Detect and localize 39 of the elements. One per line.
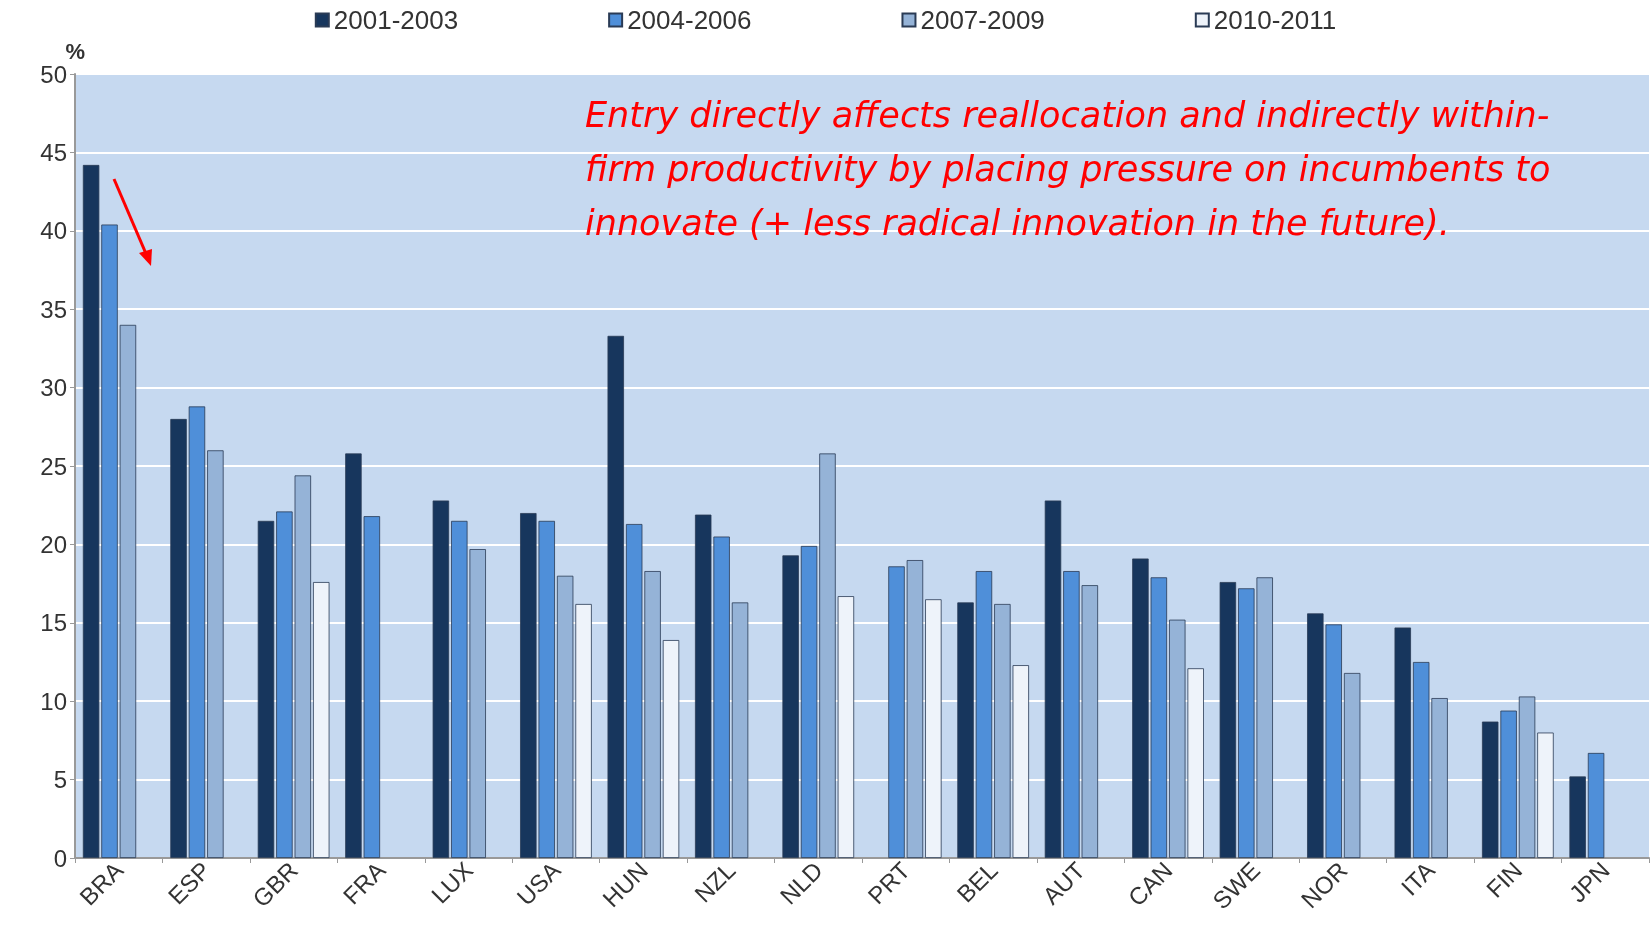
x-tick-label: FIN [1480,856,1528,903]
bar [1343,672,1361,858]
legend-label: 2004-2006 [627,5,752,35]
x-tick-label: BEL [951,856,1003,908]
y-tick-label: 15 [40,609,67,637]
bar [1569,776,1586,858]
x-tick-label: USA [511,856,566,911]
bar [731,602,749,858]
y-tick-label: 35 [40,295,67,323]
legend-label: 2010-2011 [1213,5,1337,35]
x-tick-label: JPN [1563,856,1615,908]
bar [207,450,224,858]
bar [432,500,450,858]
legend-label: 2001-2003 [333,5,459,35]
x-tick-label: FRA [337,856,391,910]
bar [782,555,799,858]
x-tick-label: NZL [689,856,741,908]
bar [925,599,942,858]
bar [1219,582,1237,858]
bar [313,582,330,858]
bar [1044,500,1062,858]
x-tick-label: ITA [1395,856,1440,901]
y-tick-label: 30 [40,374,67,402]
y-tick-label: 40 [40,217,67,245]
y-tick-label: 25 [40,452,67,480]
bar [662,640,680,858]
y-tick-label: 0 [53,844,67,872]
bar [607,335,624,858]
y-tick-label: 5 [53,766,67,794]
bar [257,520,275,858]
y-tick-label: 50 [40,60,67,88]
y-tick-label: 45 [40,138,67,166]
legend-label: 2007-2009 [920,5,1045,35]
y-tick-label: 20 [40,530,67,558]
annotation: Entry directly affects reallocation and indirectly within-firm productivity by placing pressure on incumbents to innovate (+ less radical innovation in the future). [585,94,1552,245]
bar [1587,752,1605,858]
y-axis-title: % [65,38,85,64]
y-tick-label: 10 [40,687,67,715]
bar [1394,627,1411,858]
